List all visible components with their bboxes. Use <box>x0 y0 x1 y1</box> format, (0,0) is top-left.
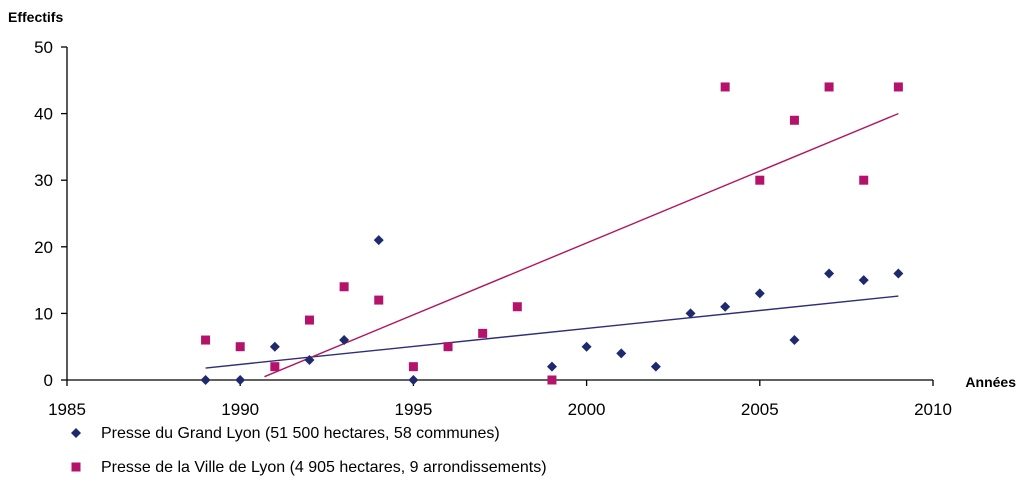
legend-label-series-1: Presse du Grand Lyon (51 500 hectares, 5… <box>101 425 500 442</box>
point-series-1 <box>200 375 211 385</box>
axes: 0 10 20 30 40 50 1985 1990 1995 2000 2005 2010 Effec… <box>8 9 1016 419</box>
point-series-1 <box>858 275 869 286</box>
x-tick-label: 2005 <box>741 400 779 419</box>
trendline-series-1 <box>205 295 899 369</box>
x-axis-title: Années <box>965 374 1016 390</box>
point-series-1 <box>339 335 350 346</box>
y-tick-label: 0 <box>44 371 53 390</box>
point-series-1 <box>269 341 280 352</box>
point-series-2 <box>339 282 349 292</box>
x-tick-label: 1990 <box>221 400 259 419</box>
point-series-1 <box>789 335 800 346</box>
point-series-2 <box>859 175 869 185</box>
y-axis-title: Effectifs <box>8 9 63 25</box>
point-series-1 <box>304 355 315 366</box>
y-tick-label: 30 <box>34 171 53 190</box>
legend-marker-series-1 <box>71 428 81 438</box>
legend-label-series-2: Presse de la Ville de Lyon (4 905 hectar… <box>101 459 547 476</box>
legend-marker-series-2 <box>71 462 81 472</box>
x-tick-label: 2010 <box>914 400 952 419</box>
legend: Presse du Grand Lyon (51 500 hectares, 5… <box>71 425 547 476</box>
point-series-2 <box>512 302 522 312</box>
x-tick-label: 2000 <box>568 400 606 419</box>
x-tick-label: 1995 <box>394 400 432 419</box>
point-series-2 <box>201 335 211 345</box>
point-series-2 <box>824 82 834 92</box>
point-series-1 <box>235 375 246 385</box>
point-series-2 <box>720 82 730 92</box>
point-series-2 <box>478 328 488 338</box>
y-tick-label: 50 <box>34 38 53 57</box>
y-tick-label: 20 <box>34 238 53 257</box>
point-series-2 <box>755 175 765 185</box>
point-series-1 <box>720 301 731 312</box>
point-series-1 <box>373 235 384 246</box>
point-series-2 <box>547 375 557 385</box>
point-series-1 <box>824 268 835 279</box>
point-series-2 <box>235 342 245 352</box>
point-series-1 <box>893 268 904 279</box>
point-series-2 <box>408 362 418 372</box>
point-series-2 <box>443 342 453 352</box>
point-series-2 <box>304 315 314 325</box>
point-series-2 <box>893 82 903 92</box>
trendlines <box>205 112 899 378</box>
point-series-1 <box>754 288 765 299</box>
trendline-series-2 <box>264 112 899 378</box>
point-series-1 <box>546 361 557 372</box>
point-series-1 <box>616 348 627 359</box>
point-series-1 <box>408 375 419 385</box>
x-tick-label: 1985 <box>48 400 86 419</box>
point-series-1 <box>650 361 661 372</box>
data-marks <box>200 82 904 385</box>
point-series-2 <box>374 295 384 305</box>
point-series-2 <box>789 115 799 125</box>
point-series-2 <box>270 362 280 372</box>
point-series-1 <box>581 341 592 352</box>
y-tick-label: 10 <box>34 304 53 323</box>
point-series-1 <box>685 308 696 319</box>
y-tick-label: 40 <box>34 105 53 124</box>
